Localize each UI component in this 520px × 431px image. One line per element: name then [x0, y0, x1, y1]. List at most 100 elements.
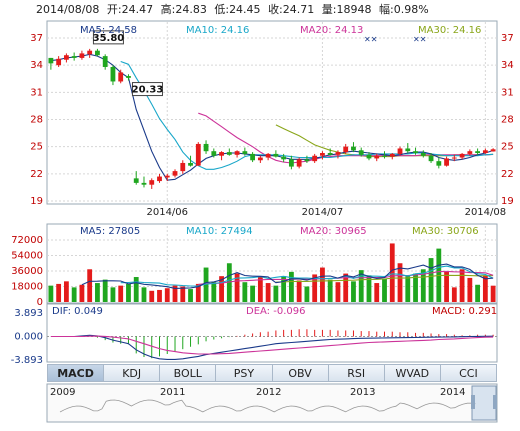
candle — [195, 142, 201, 166]
volume-bar — [48, 285, 54, 302]
candle-body — [482, 150, 488, 154]
svg-text:2014/08/08 开:24.47: 2014/08/08 开:24.47 高:24.83 低:24.45 收:24.… — [36, 2, 429, 16]
volume-bar — [475, 284, 481, 302]
candle-body — [79, 53, 85, 58]
marker-label: 20.33 — [132, 85, 164, 96]
candle — [257, 155, 263, 163]
price-tick-right: 25 — [501, 142, 514, 153]
volume-ma10-line — [120, 265, 494, 287]
price-tick-right: 34 — [501, 60, 514, 71]
candle — [335, 150, 341, 159]
nav-year-2011: 2011 — [160, 387, 185, 398]
candle — [265, 153, 271, 161]
candle — [203, 140, 209, 154]
volume-bar — [366, 275, 372, 302]
volume-chart: 0 18000 36000 54000 72000 — [11, 226, 497, 308]
candle-body — [296, 159, 302, 167]
candle-body — [304, 159, 310, 162]
candle-body — [102, 56, 108, 67]
candle-body — [335, 152, 341, 155]
candle-body — [413, 151, 418, 154]
expand-icon[interactable]: ✕✕ — [364, 35, 377, 44]
candle — [133, 171, 139, 185]
macd-tick-left: -3.893 — [11, 355, 43, 366]
candle — [304, 155, 310, 163]
volume-bar — [203, 267, 209, 302]
volume-bar — [126, 283, 131, 302]
candle-body — [312, 155, 318, 162]
dif-legend: DIF: 0.049 — [52, 306, 103, 317]
candle — [343, 143, 349, 154]
navigator-handle-left[interactable] — [471, 395, 475, 409]
navigator-selection[interactable] — [471, 385, 497, 421]
volume-bar — [149, 290, 155, 302]
volume-bar — [389, 243, 395, 302]
tab-kdj[interactable]: KDJ — [104, 364, 161, 382]
candle — [413, 147, 418, 155]
candle — [164, 173, 170, 182]
candle-body — [420, 153, 426, 156]
volume-label: 量: — [322, 3, 337, 16]
macd-chart: -3.893 0.000 3.893 — [11, 308, 497, 366]
nav-year-2009: 2009 — [50, 387, 75, 398]
candle — [288, 155, 294, 170]
volume-bar — [281, 276, 287, 302]
navigator-handle-right[interactable] — [493, 395, 497, 409]
candle-body — [343, 146, 349, 153]
volume-ma20-line — [198, 270, 494, 285]
candle — [320, 151, 325, 160]
volume-bar — [242, 282, 248, 302]
price-panel — [46, 20, 498, 205]
macd-panel — [46, 303, 498, 363]
volume-bar — [56, 283, 62, 302]
volume-bar — [320, 267, 325, 302]
candle-body — [397, 148, 403, 154]
candle — [188, 155, 193, 167]
candle — [180, 160, 186, 174]
ma20-legend: MA20: 24.13 — [300, 25, 363, 36]
candle-body — [87, 50, 93, 55]
candle — [63, 53, 69, 63]
volume-bar — [467, 277, 473, 302]
candle-body — [288, 159, 294, 167]
candle-body — [211, 151, 217, 156]
open-value: 24.47 — [122, 3, 154, 16]
date-tick-label: 2014/08 — [465, 207, 507, 218]
tab-rsi[interactable]: RSI — [328, 364, 385, 382]
volume-ma30-line — [275, 274, 494, 283]
tab-psy[interactable]: PSY — [216, 364, 273, 382]
candle-body — [172, 171, 178, 176]
candle-body — [351, 146, 356, 151]
price-ma-legend: MA5: 24.58 MA10: 24.16 MA20: 24.13 MA30:… — [80, 25, 481, 44]
change-label: 幅: — [379, 3, 394, 16]
candle — [56, 56, 62, 67]
price-tick-right: 22 — [501, 169, 514, 180]
volume-bar — [180, 286, 186, 302]
tab-boll[interactable]: BOLL — [160, 364, 217, 382]
candle-body — [389, 153, 395, 157]
candle — [374, 153, 380, 162]
candle-body — [133, 178, 139, 183]
tab-wvad[interactable]: WVAD — [384, 364, 441, 382]
marker-box — [92, 30, 124, 45]
candle — [428, 153, 434, 163]
candle — [87, 48, 93, 58]
svg-text:✕✕: ✕✕ — [364, 35, 377, 44]
candle-body — [164, 175, 170, 178]
volume-bar — [413, 273, 418, 302]
navigator-sparkline — [59, 399, 476, 413]
ma5-legend: MA5: 24.58 — [80, 25, 137, 36]
time-navigator[interactable]: 2009 2011 2012 2013 2014 — [46, 383, 498, 423]
tab-macd[interactable]: MACD — [47, 364, 105, 382]
volume-bar — [257, 277, 263, 302]
price-tick-left: 37 — [30, 33, 43, 44]
candle-body — [242, 151, 248, 154]
tab-obv[interactable]: OBV — [272, 364, 329, 382]
open-label: 开: — [107, 3, 122, 16]
dea-line — [50, 335, 494, 355]
volume-bar — [63, 281, 69, 302]
collapse-icon[interactable]: ✕✕ — [413, 35, 426, 44]
low-marker: 20.33 — [132, 82, 164, 97]
tab-cci[interactable]: CCI — [440, 364, 497, 382]
price-tick-right: 31 — [501, 87, 514, 98]
